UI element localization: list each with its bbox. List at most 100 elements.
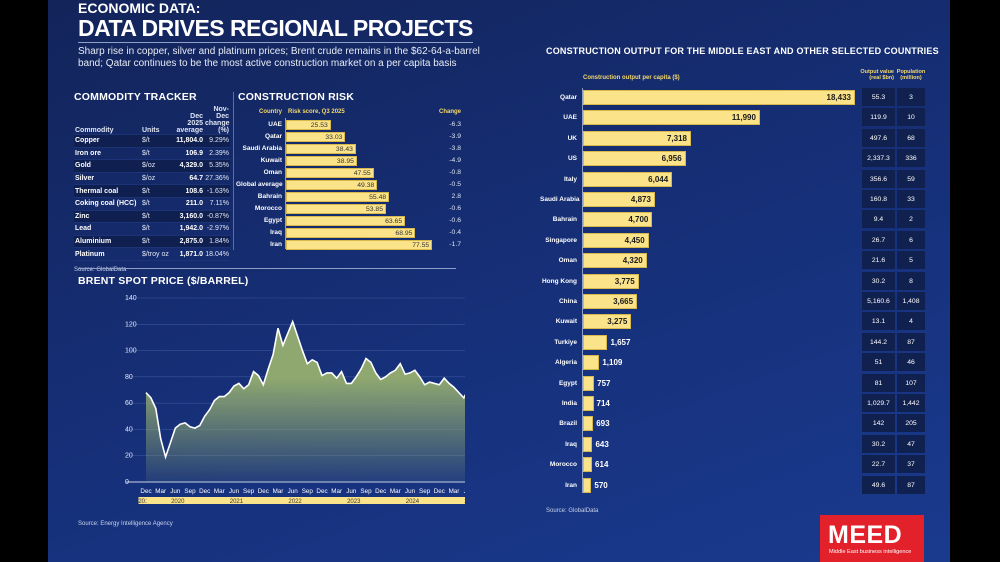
population: 37 bbox=[897, 455, 925, 474]
col-change: Nov-Dec change (%) bbox=[204, 106, 230, 135]
year-band bbox=[381, 497, 444, 504]
logo-text: MEED bbox=[828, 521, 903, 549]
output-country: Iraq bbox=[565, 440, 577, 448]
commodity-row: Coking coal (HCC) $/t 211.0 7.11% bbox=[74, 197, 230, 211]
commodity-unit: $/oz bbox=[141, 172, 172, 186]
output-chart: Qatar 18,433 55.3 3 UAE 11,990 119.9 10 UK 7,318 4… bbox=[540, 88, 930, 498]
commodity-change: 5.35% bbox=[204, 159, 230, 173]
output-row: US 6,956 2,337.3 336 bbox=[540, 149, 930, 169]
output-value-label: 1,657 bbox=[610, 337, 631, 347]
output-value: 49.6 bbox=[862, 475, 895, 494]
output-bar bbox=[583, 171, 673, 187]
risk-change: -0.4 bbox=[449, 229, 461, 236]
risk-row: Iraq 68.95 -0.4 bbox=[238, 228, 463, 238]
output-value-label: 1,109 bbox=[602, 358, 623, 368]
risk-country: Kuwait bbox=[260, 157, 282, 164]
output-value-header: Output value (real $bn) bbox=[860, 69, 894, 81]
commodity-average: 11,804.0 bbox=[172, 134, 204, 148]
output-value: 22.7 bbox=[862, 455, 895, 474]
output-value-label: 6,044 bbox=[648, 174, 669, 184]
output-bar bbox=[583, 192, 655, 207]
risk-row: Oman 47.55 -0.8 bbox=[238, 168, 463, 178]
risk-country: Global average bbox=[236, 181, 283, 188]
risk-country: Bahrain bbox=[257, 193, 282, 200]
output-row: Italy 6,044 356.6 59 bbox=[540, 169, 930, 190]
divider bbox=[78, 268, 456, 269]
output-bar bbox=[583, 294, 638, 309]
year-band bbox=[322, 497, 386, 504]
output-value: 160.8 bbox=[862, 190, 895, 208]
output-country: Algeria bbox=[554, 359, 577, 367]
output-country: US bbox=[567, 155, 577, 163]
x-tick-label: Dec bbox=[140, 488, 151, 495]
output-value: 356.6 bbox=[862, 169, 895, 188]
risk-change: -0.8 bbox=[449, 169, 461, 176]
brent-title: BRENT SPOT PRICE ($/BARREL) bbox=[78, 275, 249, 287]
commodity-change: 18.04% bbox=[204, 247, 230, 261]
y-tick-label: 120 bbox=[125, 321, 137, 328]
output-value: 119.9 bbox=[862, 108, 895, 127]
output-value: 13.1 bbox=[862, 312, 895, 331]
output-axis-label: Construction output per capita ($) bbox=[583, 75, 680, 81]
risk-country: Egypt bbox=[263, 217, 282, 224]
output-value-label: 6,956 bbox=[661, 154, 682, 164]
commodity-change: 2.39% bbox=[204, 147, 230, 161]
y-tick-label: 20 bbox=[125, 453, 133, 460]
output-country: UK bbox=[567, 134, 577, 142]
output-value-label: 714 bbox=[596, 399, 610, 408]
risk-change: -3.8 bbox=[449, 145, 461, 152]
risk-value-label: 63.65 bbox=[385, 218, 403, 225]
x-tick-label: Mar bbox=[155, 488, 166, 495]
commodity-name: Copper bbox=[74, 134, 141, 148]
output-value-label: 3,775 bbox=[614, 276, 635, 286]
year-label: 2024 bbox=[406, 499, 420, 505]
x-tick-label: Sep bbox=[360, 488, 372, 495]
output-value-label: 693 bbox=[596, 419, 610, 429]
output-country: Egypt bbox=[558, 379, 577, 387]
commodity-average: 4,329.0 bbox=[172, 159, 204, 173]
risk-bar: 77.55 bbox=[286, 240, 433, 250]
year-label: 2022 bbox=[288, 499, 302, 505]
commodity-name: Silver bbox=[74, 172, 141, 186]
commodity-name: Gold bbox=[74, 159, 141, 173]
year-band bbox=[263, 497, 327, 504]
kicker: ECONOMIC DATA: bbox=[78, 0, 201, 16]
y-tick-label: 0 bbox=[125, 479, 129, 486]
risk-change: -0.5 bbox=[449, 181, 461, 188]
commodity-row: Thermal coal $/t 108.6 -1.63% bbox=[74, 184, 230, 198]
output-value: 21.6 bbox=[862, 251, 895, 270]
risk-value-label: 49.38 bbox=[357, 182, 375, 189]
output-country: Italy bbox=[563, 175, 577, 183]
risk-bar: 49.38 bbox=[286, 180, 378, 190]
output-value-label: 757 bbox=[597, 378, 611, 388]
commodity-row: Zinc $/t 3,160.0 -0.87% bbox=[74, 210, 230, 224]
divider bbox=[233, 92, 234, 250]
y-tick-label: 140 bbox=[125, 295, 137, 302]
commodity-unit: $/oz bbox=[141, 159, 172, 173]
output-bar bbox=[583, 355, 600, 371]
x-tick-label: Mar bbox=[390, 488, 401, 495]
commodity-change: -2.97% bbox=[204, 222, 230, 236]
output-bar bbox=[583, 375, 595, 391]
output-bar bbox=[583, 212, 653, 228]
population: 59 bbox=[897, 169, 925, 188]
commodity-unit: $/t bbox=[141, 134, 172, 148]
output-value: 81 bbox=[862, 373, 895, 392]
output-value-label: 570 bbox=[594, 480, 608, 490]
output-row: Hong Kong 3,775 30.2 8 bbox=[540, 271, 930, 292]
output-value: 2,337.3 bbox=[862, 149, 895, 168]
output-bar bbox=[583, 436, 593, 452]
x-tick-label: Jun bbox=[405, 488, 416, 495]
risk-bar: 25.53 bbox=[286, 120, 331, 130]
population: 5 bbox=[897, 251, 925, 270]
risk-axis bbox=[285, 118, 286, 249]
commodity-row: Copper $/t 11,804.0 9.29% bbox=[74, 134, 230, 148]
year-label: 2023 bbox=[347, 499, 361, 505]
output-bar bbox=[583, 110, 760, 126]
year-label: 2020 bbox=[171, 499, 185, 505]
col-average: Dec 2025 average bbox=[172, 106, 204, 135]
x-tick-label: Mar bbox=[214, 488, 225, 495]
commodity-average: 108.6 bbox=[172, 184, 204, 198]
output-value: 142 bbox=[862, 414, 895, 433]
